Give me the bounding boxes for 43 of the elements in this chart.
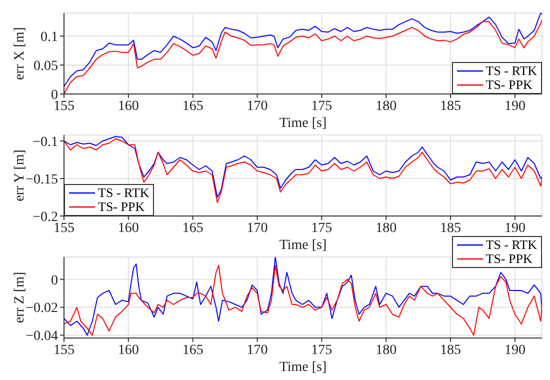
x-tick-label: 165 [182,98,204,114]
x-tick-label: 185 [440,342,462,358]
legend-label: TS - RTK [486,237,537,252]
x-tick-label: 170 [246,342,268,358]
x-tick-label: 190 [504,342,526,358]
x-tick-label: 165 [182,342,204,358]
x-tick-label: 180 [376,342,397,358]
y-axis-title: err Y [m] [12,150,28,202]
x-tick-label: 160 [118,98,139,114]
x-tick-label: 175 [311,342,332,358]
x-tick-label: 155 [54,220,74,236]
legend-label: TS - RTK [98,185,150,200]
y-axis-title: err Z [m] [12,272,28,324]
x-tick-label: 160 [118,220,139,236]
y-tick-label: 0 [51,273,58,288]
x-axis-title: Time [s] [279,360,327,375]
legend-label: TS- PPK [486,251,532,266]
x-tick-label: 190 [504,98,526,114]
legend-label: TS - RTK [486,63,537,78]
legend-label: TS- PPK [486,77,532,92]
x-tick-label: 155 [54,98,74,114]
legend-label: TS- PPK [98,199,145,214]
x-tick-label: 180 [376,220,397,236]
y-axis-title: err X [m] [12,27,28,80]
x-tick-label: 185 [440,98,462,114]
y-tick-label: 0.05 [34,59,58,74]
x-tick-label: 160 [118,342,139,358]
x-tick-label: 165 [182,220,204,236]
x-tick-label: 170 [246,98,268,114]
x-tick-label: 180 [376,98,397,114]
x-axis-title: Time [s] [279,238,327,253]
x-tick-label: 185 [440,220,462,236]
x-tick-label: 190 [504,220,526,236]
x-tick-label: 175 [311,220,332,236]
y-tick-label: −0.15 [26,172,58,188]
x-tick-label: 175 [311,98,332,114]
y-tick-label: −0.04 [26,329,58,344]
y-tick-label: −0.1 [32,134,58,150]
x-tick-label: 170 [246,220,268,236]
y-tick-label: −0.02 [26,301,58,316]
x-tick-label: 155 [54,342,74,358]
y-tick-label: 0.1 [40,30,58,46]
x-axis-title: Time [s] [279,116,327,131]
